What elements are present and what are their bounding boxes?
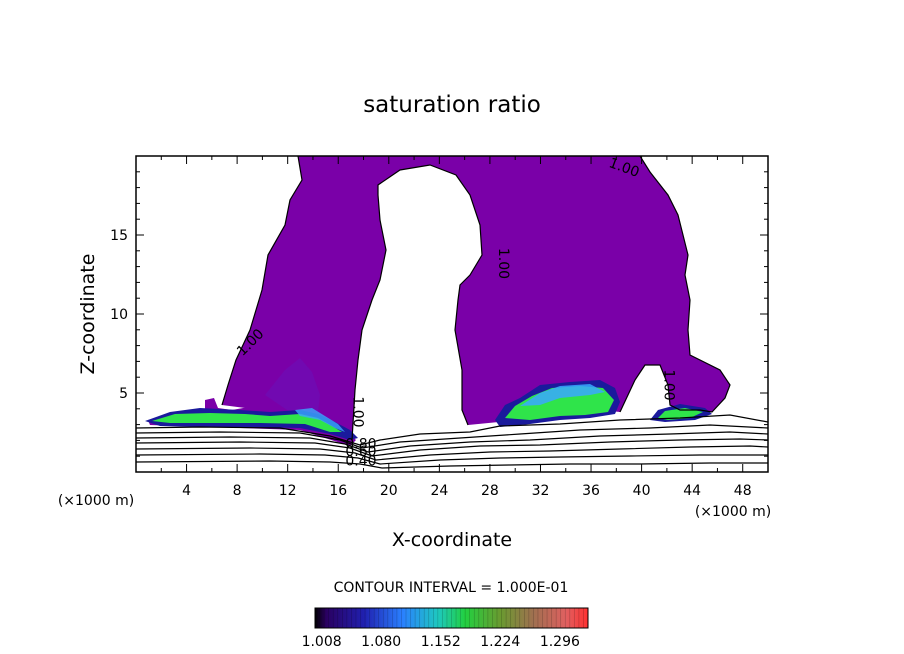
x-tick-label: 28: [481, 483, 499, 499]
contour-label: 1.00: [349, 396, 365, 427]
colorbar-tick-labels: 1.008 1.080 1.152 1.224 1.296: [302, 634, 580, 650]
supersaturation-edge-left: [295, 408, 345, 432]
tick-layer: [136, 156, 768, 472]
x-tick-label: 24: [430, 483, 448, 499]
contour-interval-label: CONTOUR INTERVAL = 1.000E-01: [334, 580, 569, 596]
x-unit-right: (×1000 m): [695, 504, 771, 520]
colorbar-tick-label: 1.224: [480, 634, 520, 650]
x-tick-label: 36: [582, 483, 600, 499]
contour-label: 0.40: [345, 454, 376, 470]
x-tick-label: 32: [532, 483, 550, 499]
chart-title: saturation ratio: [363, 92, 541, 118]
y-tick-label: 10: [110, 307, 128, 323]
x-tick-label: 8: [233, 483, 242, 499]
x-unit-left: (×1000 m): [58, 493, 134, 509]
supersaturation-core-left: [152, 413, 342, 432]
colorbar-tick-label: 1.008: [302, 634, 342, 650]
y-tick-label: 5: [119, 386, 128, 402]
supersaturated-blob: [265, 358, 320, 412]
colorbar: [314, 607, 589, 629]
x-tick-label: 20: [380, 483, 398, 499]
y-axis-label: Z-coordinate: [77, 254, 99, 375]
x-tick-label: 48: [734, 483, 752, 499]
y-tick-label: 15: [110, 228, 128, 244]
colorbar-tick-label: 1.152: [421, 634, 461, 650]
contour-label: 1.00: [495, 248, 511, 279]
contour-label: 0.60: [345, 444, 376, 460]
x-tick-label: 16: [329, 483, 347, 499]
x-tick-label: 4: [182, 483, 191, 499]
x-tick-label: 40: [633, 483, 651, 499]
x-tick-label: 12: [279, 483, 297, 499]
colorbar-tick-label: 1.080: [361, 634, 401, 650]
contour-lines: [136, 156, 768, 469]
colorbar-tick-label: 1.296: [540, 634, 580, 650]
x-axis-label: X-coordinate: [392, 529, 512, 551]
contour-label: 1.00: [660, 370, 676, 401]
x-tick-label: 44: [683, 483, 701, 499]
saturated-region-left: [222, 156, 730, 440]
contour-label: 0.80: [345, 436, 376, 452]
colorbar-stripes: [314, 608, 584, 628]
supersaturation-edge-right: [520, 384, 605, 406]
